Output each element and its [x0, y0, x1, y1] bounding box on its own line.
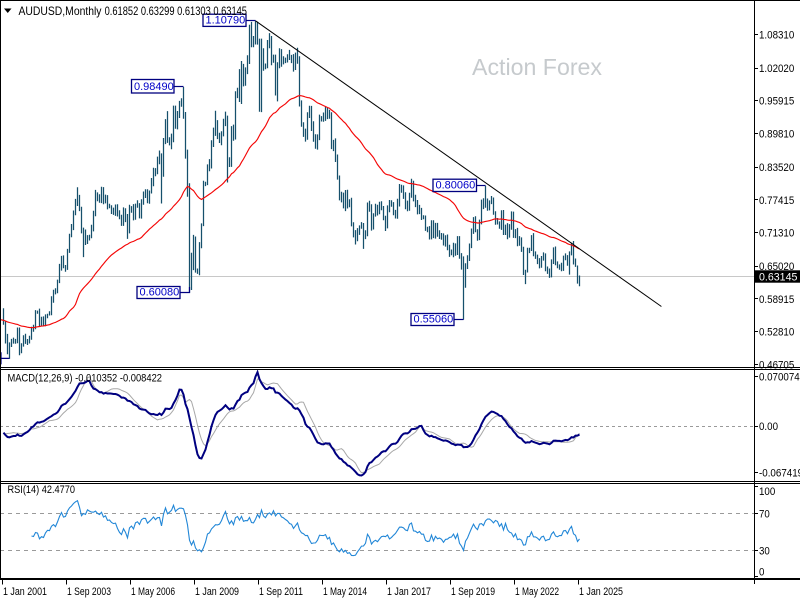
svg-text:AUDUSD,Monthly: AUDUSD,Monthly: [19, 4, 102, 18]
svg-text:0.89810: 0.89810: [759, 128, 794, 140]
svg-text:0.65020: 0.65020: [759, 261, 794, 273]
svg-text:1.08310: 1.08310: [759, 29, 794, 41]
svg-text:0.070074: 0.070074: [759, 371, 800, 383]
svg-text:1 Jan 2009: 1 Jan 2009: [195, 586, 239, 598]
svg-text:0: 0: [759, 567, 764, 579]
svg-text:0.52810: 0.52810: [759, 327, 794, 339]
svg-text:1 May 2006: 1 May 2006: [131, 586, 175, 598]
svg-text:1 May 2022: 1 May 2022: [515, 586, 559, 598]
svg-text:0.55060: 0.55060: [414, 314, 454, 326]
svg-text:0.60080: 0.60080: [140, 287, 180, 299]
svg-text:0.98490: 0.98490: [134, 81, 174, 93]
svg-text:1 Jan 2025: 1 Jan 2025: [579, 586, 623, 598]
svg-text:0.46705: 0.46705: [759, 359, 794, 371]
svg-text:0.95915: 0.95915: [759, 96, 794, 108]
svg-text:0.00: 0.00: [759, 421, 778, 433]
svg-text:30: 30: [759, 545, 770, 557]
svg-text:1.02020: 1.02020: [759, 63, 794, 75]
svg-text:1.10790: 1.10790: [206, 15, 246, 27]
svg-text:100: 100: [759, 486, 775, 498]
svg-text:1 May 2014: 1 May 2014: [323, 586, 367, 598]
svg-text:Action Forex: Action Forex: [472, 54, 602, 80]
svg-text:-0.067419: -0.067419: [759, 468, 800, 480]
svg-text:0.61852 0.63299 0.61303 0.6314: 0.61852 0.63299 0.61303 0.63145: [105, 4, 248, 18]
svg-text:1 Sep 2003: 1 Sep 2003: [67, 586, 111, 598]
svg-text:0.83520: 0.83520: [759, 162, 794, 174]
svg-text:1 Jan 2001: 1 Jan 2001: [3, 586, 47, 598]
svg-text:0.63145: 0.63145: [759, 271, 797, 283]
svg-text:0.71310: 0.71310: [759, 228, 794, 240]
svg-text:0.80060: 0.80060: [436, 180, 476, 192]
svg-text:0.77415: 0.77415: [759, 195, 794, 207]
svg-text:0.58915: 0.58915: [759, 294, 794, 306]
svg-text:70: 70: [759, 509, 770, 521]
svg-text:1 Jan 2017: 1 Jan 2017: [387, 586, 431, 598]
svg-text:1 Sep 2011: 1 Sep 2011: [259, 586, 303, 598]
svg-text:RSI(14) 42.4770: RSI(14) 42.4770: [8, 484, 76, 496]
svg-text:MACD(12,26,9) -0.010352 -0.008: MACD(12,26,9) -0.010352 -0.008422: [8, 373, 163, 385]
svg-text:1 Sep 2019: 1 Sep 2019: [451, 586, 495, 598]
